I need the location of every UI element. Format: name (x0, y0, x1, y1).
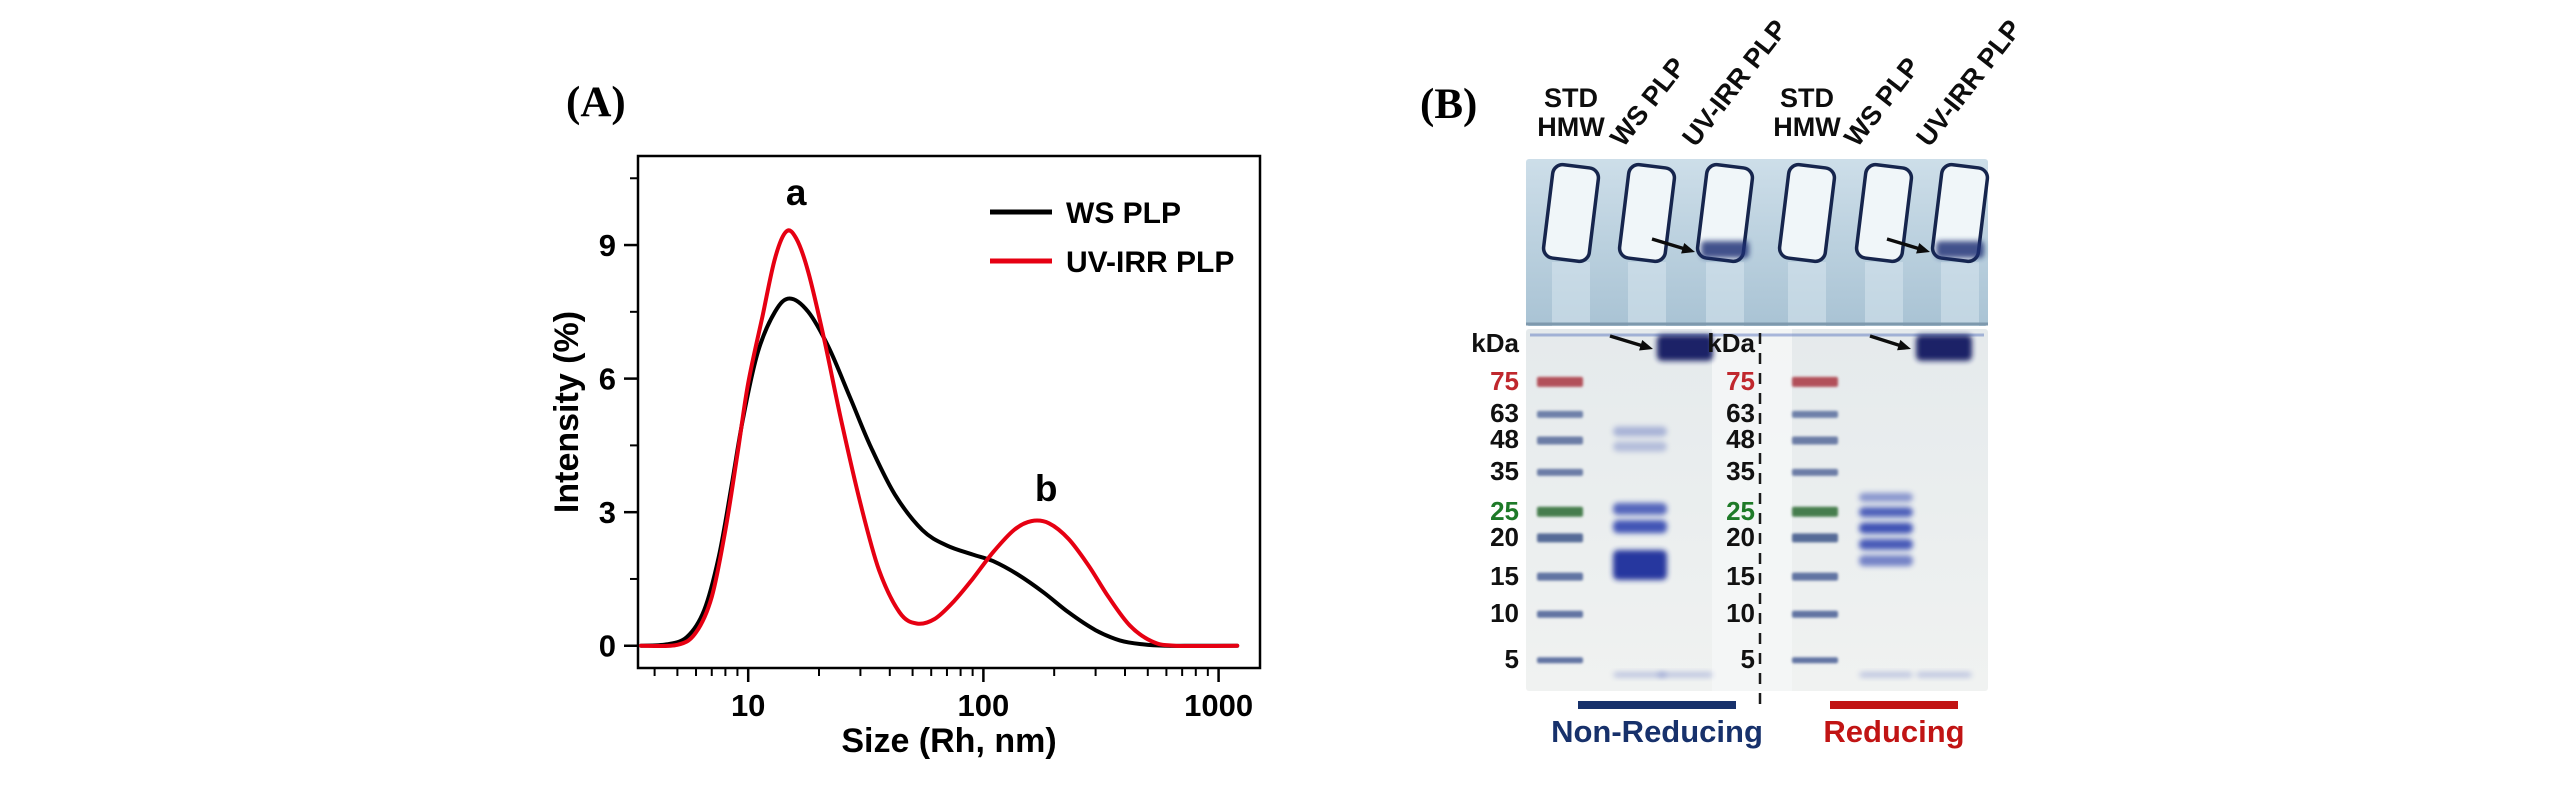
ladder-band-5 (1792, 657, 1838, 664)
ladder-band-20 (1537, 533, 1583, 543)
kda-value-75: 75 (1726, 365, 1755, 396)
legend-label-0: WS PLP (1066, 197, 1181, 230)
kda-header: kDa (1471, 328, 1519, 358)
sample-band (1916, 334, 1972, 361)
ladder-band-48 (1792, 436, 1838, 445)
kda-value-63: 63 (1490, 398, 1519, 429)
curve-1 (639, 228, 1240, 649)
kda-value-20: 20 (1726, 521, 1755, 552)
kda-column-right: kDa 75 63 48 35 25 20 15 10 5 (1635, 0, 1755, 787)
kda-value-75: 75 (1490, 365, 1519, 396)
sample-band (1859, 522, 1913, 534)
svg-text:3: 3 (599, 495, 616, 530)
kda-value-15: 15 (1490, 560, 1519, 591)
svg-text:9: 9 (599, 228, 616, 263)
gel-well (1695, 162, 1755, 264)
kda-value-63: 63 (1726, 398, 1755, 429)
band-arrow-icon (1639, 340, 1653, 351)
ladder-band-10 (1792, 610, 1838, 618)
kda-value-20: 20 (1490, 521, 1519, 552)
kda-value-48: 48 (1726, 424, 1755, 455)
ladder-band-75 (1792, 376, 1838, 387)
ladder-band-20 (1792, 533, 1838, 543)
kda-value-25: 25 (1726, 495, 1755, 526)
ladder-band-15 (1537, 572, 1583, 581)
band-arrow-icon (1897, 339, 1911, 351)
ladder-band-5 (1537, 657, 1583, 664)
panel-b-label: (B) (1420, 81, 1478, 128)
sample-band (1859, 555, 1913, 567)
curve-0 (639, 296, 1240, 648)
ladder-band-10 (1537, 610, 1583, 618)
ladder-band-15 (1792, 572, 1838, 581)
gel-well (1777, 162, 1837, 264)
ladder-band-75 (1537, 376, 1583, 387)
dls-plot: 10 100 1000 0 3 6 9 Size (Rh, nm) Intensity (%) W… (548, 154, 1262, 760)
svg-text:100: 100 (958, 688, 1010, 723)
kda-value-5: 5 (1740, 644, 1755, 675)
sample-band (1657, 671, 1713, 678)
sample-band (1859, 538, 1913, 550)
peak-label-b: b (1035, 468, 1058, 509)
condition-label-0: Non-Reducing (1551, 714, 1763, 749)
kda-value-10: 10 (1726, 598, 1755, 629)
peak-label-a: a (786, 172, 807, 213)
kda-header: kDa (1707, 328, 1755, 358)
legend-label-1: UV-IRR PLP (1066, 246, 1234, 279)
panel-a-label: (A) (566, 79, 626, 126)
gel-well (1930, 162, 1990, 264)
kda-value-25: 25 (1490, 495, 1519, 526)
lane-label-3: STD HMW (1773, 83, 1841, 142)
ladder-band-35 (1792, 468, 1838, 476)
sample-band (1613, 441, 1667, 452)
ladder-band-25 (1537, 506, 1583, 517)
kda-value-10: 10 (1490, 598, 1519, 629)
sample-band (1613, 550, 1667, 581)
condition-bar-1 (1830, 701, 1958, 709)
sample-band (1859, 507, 1913, 518)
kda-value-5: 5 (1504, 644, 1519, 675)
svg-text:10: 10 (731, 688, 765, 723)
gel-graphic (1526, 159, 1990, 709)
svg-text:1000: 1000 (1184, 688, 1253, 723)
sample-band (1859, 492, 1913, 502)
kda-column-left: kDa 75 63 48 35 25 20 15 10 5 (1399, 0, 1519, 787)
ladder-band-63 (1537, 410, 1583, 418)
lane-label-0: STD HMW (1537, 83, 1605, 142)
gel-well (1541, 162, 1601, 264)
svg-text:0: 0 (599, 629, 616, 664)
ladder-band-63 (1792, 410, 1838, 418)
sample-band (1613, 426, 1667, 437)
x-axis-title: Size (Rh, nm) (841, 722, 1056, 760)
gel-well (1854, 162, 1914, 264)
ladder-band-25 (1792, 506, 1838, 517)
ladder-band-35 (1537, 468, 1583, 476)
sample-band (1613, 520, 1667, 534)
sample-band (1613, 671, 1667, 678)
kda-value-15: 15 (1726, 560, 1755, 591)
gel-well (1617, 162, 1677, 264)
kda-value-35: 35 (1490, 456, 1519, 487)
condition-bar-0 (1578, 701, 1736, 709)
y-axis-title: Intensity (%) (548, 311, 586, 513)
sample-band (1657, 334, 1713, 361)
sample-band (1916, 671, 1972, 678)
kda-value-48: 48 (1490, 424, 1519, 455)
kda-value-35: 35 (1726, 456, 1755, 487)
svg-text:6: 6 (599, 362, 616, 397)
sample-band (1613, 502, 1667, 515)
ladder-band-48 (1537, 436, 1583, 445)
band-arrow-icon (1916, 243, 1930, 254)
condition-label-1: Reducing (1823, 714, 1965, 749)
sample-band (1859, 671, 1913, 678)
band-arrow-icon (1681, 243, 1695, 254)
